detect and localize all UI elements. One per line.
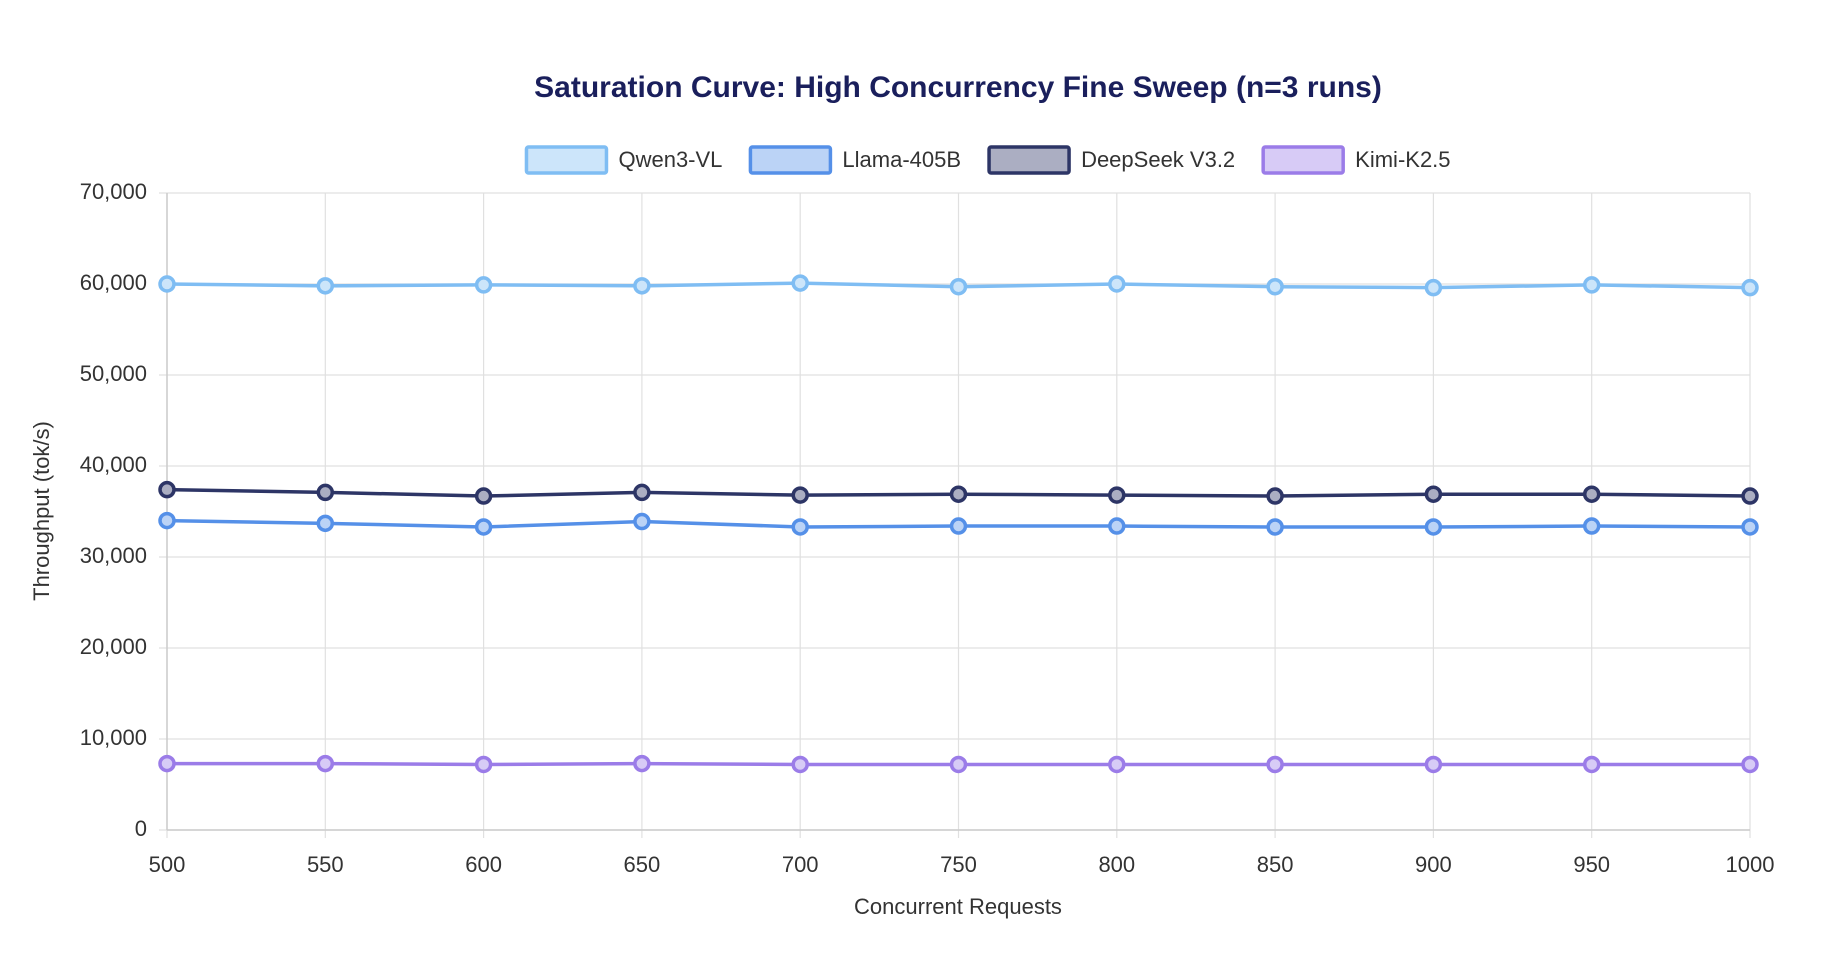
y-tick-label: 60,000 bbox=[80, 270, 147, 295]
data-point bbox=[158, 754, 176, 773]
data-point bbox=[1582, 485, 1601, 503]
y-tick-label: 40,000 bbox=[80, 452, 147, 477]
data-point bbox=[1741, 755, 1759, 774]
data-point bbox=[633, 277, 651, 295]
data-point bbox=[1266, 277, 1284, 296]
data-point bbox=[158, 480, 176, 499]
y-tick-label: 50,000 bbox=[80, 361, 147, 386]
y-tick-label: 20,000 bbox=[80, 634, 147, 659]
data-point bbox=[1108, 486, 1126, 504]
data-point bbox=[791, 274, 809, 292]
x-tick-label: 950 bbox=[1573, 852, 1610, 877]
legend-label: Llama-405B bbox=[842, 147, 961, 172]
data-point bbox=[791, 486, 809, 504]
x-tick-label: 750 bbox=[940, 852, 977, 877]
data-point bbox=[1741, 487, 1759, 505]
data-point bbox=[1424, 485, 1443, 503]
legend-label: DeepSeek V3.2 bbox=[1081, 147, 1235, 172]
data-point bbox=[316, 514, 335, 533]
data-point bbox=[1108, 755, 1126, 774]
data-point bbox=[316, 277, 335, 295]
data-point bbox=[1108, 517, 1126, 535]
data-point bbox=[949, 517, 968, 535]
x-tick-label: 1000 bbox=[1726, 852, 1775, 877]
data-point bbox=[1266, 487, 1284, 505]
data-point bbox=[791, 518, 809, 536]
x-tick-label: 600 bbox=[465, 852, 502, 877]
data-point bbox=[474, 755, 493, 774]
data-point bbox=[949, 277, 968, 296]
data-point bbox=[791, 755, 809, 774]
x-axis-title: Concurrent Requests bbox=[854, 894, 1062, 919]
legend-swatch bbox=[987, 145, 1071, 175]
data-point bbox=[316, 754, 335, 773]
data-point bbox=[1741, 278, 1759, 297]
y-tick-label: 10,000 bbox=[80, 725, 147, 750]
data-point bbox=[1424, 278, 1443, 297]
data-point bbox=[1741, 518, 1759, 536]
data-point bbox=[1582, 517, 1601, 535]
data-point bbox=[633, 483, 651, 502]
data-point bbox=[1582, 276, 1601, 294]
x-tick-label: 500 bbox=[149, 852, 186, 877]
legend-swatch bbox=[524, 145, 609, 175]
data-point bbox=[474, 487, 493, 505]
legend-label: Qwen3-VL bbox=[618, 147, 722, 172]
data-point bbox=[1108, 275, 1126, 293]
legend-label: Kimi-K2.5 bbox=[1355, 147, 1450, 172]
y-tick-label: 70,000 bbox=[80, 179, 147, 204]
data-point bbox=[949, 485, 968, 503]
y-tick-label: 30,000 bbox=[80, 543, 147, 568]
x-tick-label: 650 bbox=[624, 852, 661, 877]
x-tick-label: 550 bbox=[307, 852, 344, 877]
data-point bbox=[1424, 755, 1443, 774]
y-tick-label: 0 bbox=[135, 816, 147, 841]
x-tick-label: 800 bbox=[1098, 852, 1135, 877]
x-tick-label: 900 bbox=[1415, 852, 1452, 877]
data-point bbox=[949, 755, 968, 774]
x-tick-label: 850 bbox=[1257, 852, 1294, 877]
data-point bbox=[1266, 755, 1284, 774]
data-point bbox=[633, 754, 651, 773]
chart-title: Saturation Curve: High Concurrency Fine … bbox=[534, 71, 1382, 104]
data-point bbox=[1582, 755, 1601, 774]
data-point bbox=[316, 483, 335, 502]
data-point bbox=[474, 518, 493, 536]
legend-swatch bbox=[748, 145, 833, 175]
x-tick-label: 700 bbox=[782, 852, 819, 877]
data-point bbox=[158, 275, 176, 293]
data-point bbox=[1266, 518, 1284, 536]
y-axis-title: Throughput (tok/s) bbox=[29, 421, 54, 601]
legend-swatch bbox=[1261, 145, 1345, 175]
data-point bbox=[158, 511, 176, 530]
data-point bbox=[633, 512, 651, 531]
data-point bbox=[474, 276, 493, 294]
data-point bbox=[1424, 518, 1443, 536]
